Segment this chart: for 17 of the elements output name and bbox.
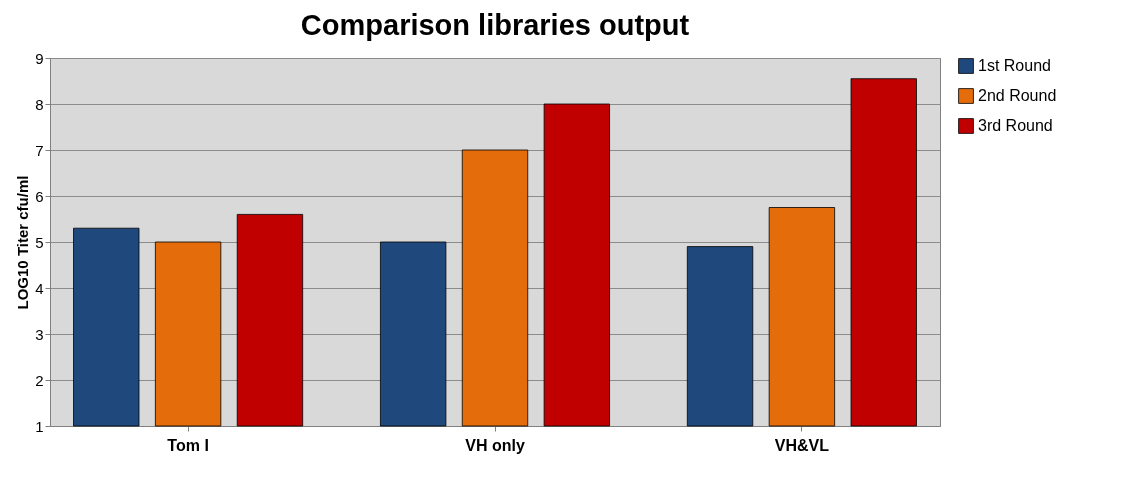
y-tick-label: 3 — [35, 325, 44, 343]
y-tick-label: 6 — [35, 187, 44, 205]
y-axis-title: LOG10 Titer cfu/ml — [14, 175, 32, 310]
y-tick-label: 2 — [35, 371, 44, 389]
legend-label: 3rd Round — [978, 117, 1053, 134]
y-tick-label: 5 — [35, 233, 44, 251]
x-tick-label: VH only — [465, 436, 525, 454]
y-tick-label: 8 — [35, 95, 44, 113]
y-tick-label: 7 — [35, 141, 44, 159]
legend-label: 1st Round — [978, 57, 1051, 74]
x-tick-label: VH&VL — [774, 436, 830, 454]
y-tick-label: 1 — [35, 417, 44, 435]
y-tick-label: 9 — [35, 49, 44, 67]
y-tick-label: 4 — [35, 279, 44, 297]
x-tick-label: Tom I — [167, 436, 209, 454]
chart-title: Comparison libraries output — [300, 9, 690, 41]
legend-label: 2nd Round — [978, 87, 1057, 104]
